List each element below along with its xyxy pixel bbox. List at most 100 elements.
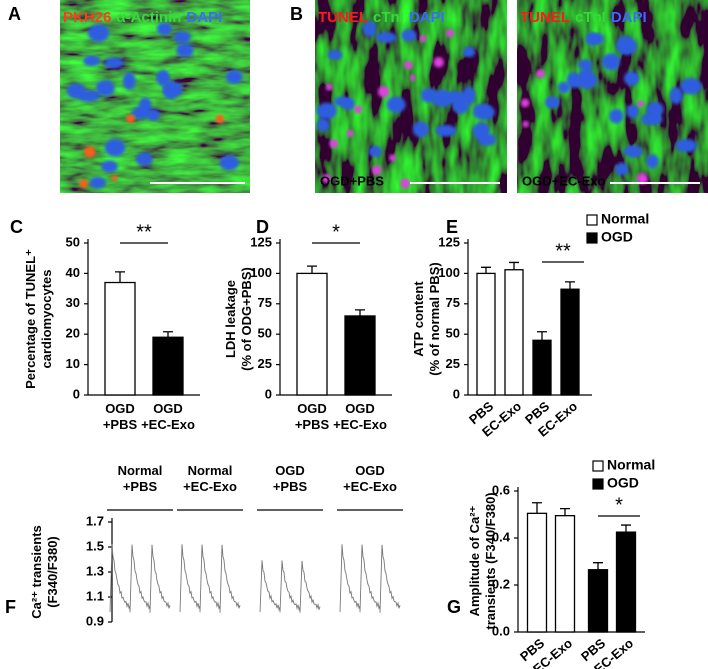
y-tick-label: 75 <box>446 295 460 310</box>
legend-label: OGD <box>607 475 639 491</box>
y-tick-label: 1.5 <box>86 538 104 553</box>
nucleus <box>131 106 151 120</box>
stain-spot <box>445 29 455 38</box>
error-bar <box>621 524 631 533</box>
nucleus <box>89 176 106 189</box>
legend-swatch <box>586 232 598 244</box>
stain-spot <box>354 105 363 114</box>
nucleus <box>609 108 624 124</box>
group-label: OGD +PBS <box>273 463 308 494</box>
nucleus <box>368 145 382 158</box>
nucleus <box>219 155 240 171</box>
stain-label: cTnI <box>575 9 606 26</box>
bar <box>476 272 496 396</box>
group-label: Normal +PBS <box>118 463 163 494</box>
stain-labels: PKH26 α-Actinin DAPI <box>63 9 222 26</box>
y-axis-label: Amplitude of Ca²⁺transients (F340/F380) <box>467 492 498 629</box>
panel-letter: A <box>8 4 21 24</box>
error-bar <box>163 331 173 338</box>
nucleus <box>601 53 621 71</box>
stain-spot <box>419 35 427 43</box>
nucleus <box>615 162 629 176</box>
nucleus <box>669 87 683 105</box>
panel-letter: C <box>10 217 23 237</box>
nucleus <box>87 24 110 42</box>
y-tick-label: 0.0 <box>492 623 510 638</box>
significance-label: ** <box>555 240 571 262</box>
stain-label: TUNEL <box>520 9 570 26</box>
error-bar <box>560 507 570 516</box>
stain-label: DAPI <box>186 9 222 26</box>
nucleus <box>544 96 560 109</box>
nucleus <box>646 154 659 169</box>
y-axis-label: Percentage of TUNEL⁺cardiomyocytes <box>23 249 54 389</box>
nucleus <box>578 59 593 70</box>
significance-label: * <box>615 494 623 516</box>
panel-letter: G <box>447 597 461 617</box>
y-tick-label: 125 <box>438 234 460 249</box>
nucleus <box>412 121 429 138</box>
nucleus <box>122 72 136 90</box>
stain-spot <box>404 60 413 70</box>
error-bar <box>115 271 125 283</box>
y-tick-label: 1.7 <box>86 513 104 528</box>
legend-label: Normal <box>601 211 649 227</box>
y-tick-label: 125 <box>250 234 272 249</box>
y-tick-label: 50 <box>446 326 460 341</box>
nucleus <box>156 69 170 86</box>
stain-label: TUNEL <box>318 9 368 26</box>
y-tick-label: 0.9 <box>86 613 104 628</box>
nucleus <box>472 122 490 140</box>
stain-label: cTnI <box>373 9 404 26</box>
y-tick-label: 0 <box>73 386 80 401</box>
nucleus <box>435 124 457 137</box>
nucleus <box>104 57 124 69</box>
y-tick-label: 10 <box>66 356 80 371</box>
calcium-trace <box>339 544 401 613</box>
x-tick-label: OGD +PBS <box>103 401 138 432</box>
nucleus <box>334 96 351 107</box>
error-bar <box>307 265 317 274</box>
y-tick-label: 50 <box>258 326 272 341</box>
nucleus <box>575 72 598 89</box>
error-bar <box>532 502 542 514</box>
x-tick-label: OGD +PBS <box>295 401 330 432</box>
micrograph <box>60 0 250 193</box>
stain-spot <box>126 114 135 124</box>
nucleus <box>401 29 417 42</box>
stain-spot <box>536 69 545 79</box>
group-label: Normal +EC-Exo <box>183 463 237 494</box>
nucleus <box>176 43 194 58</box>
nucleus <box>362 21 377 37</box>
nucleus <box>327 49 343 60</box>
bar <box>526 512 548 633</box>
nucleus <box>462 46 476 58</box>
nucleus <box>680 77 702 95</box>
bar <box>560 288 580 396</box>
stain-spot <box>636 173 648 185</box>
nucleus <box>173 31 191 44</box>
y-tick-label: 1.1 <box>86 588 104 603</box>
stain-spot <box>400 178 411 189</box>
bar <box>344 315 376 396</box>
micrograph <box>517 0 708 193</box>
nucleus <box>156 22 173 36</box>
y-tick-label: 30 <box>66 295 80 310</box>
nucleus <box>316 118 330 132</box>
y-tick-label: 1.3 <box>86 563 104 578</box>
nucleus <box>101 160 118 173</box>
nucleus <box>104 138 126 157</box>
nucleus <box>557 81 571 93</box>
panel-letter: B <box>290 4 303 24</box>
stain-spot <box>389 154 397 162</box>
stain-spot <box>346 129 354 137</box>
nucleus <box>585 32 599 46</box>
stain-spot <box>111 175 118 182</box>
stain-spot <box>84 146 96 158</box>
stain-labels: TUNEL cTnI DAPI <box>318 9 445 26</box>
y-tick-label: 40 <box>66 265 80 280</box>
error-bar <box>537 331 547 341</box>
y-tick-label: 25 <box>446 356 460 371</box>
nucleus <box>226 70 243 84</box>
nucleus <box>626 104 639 119</box>
